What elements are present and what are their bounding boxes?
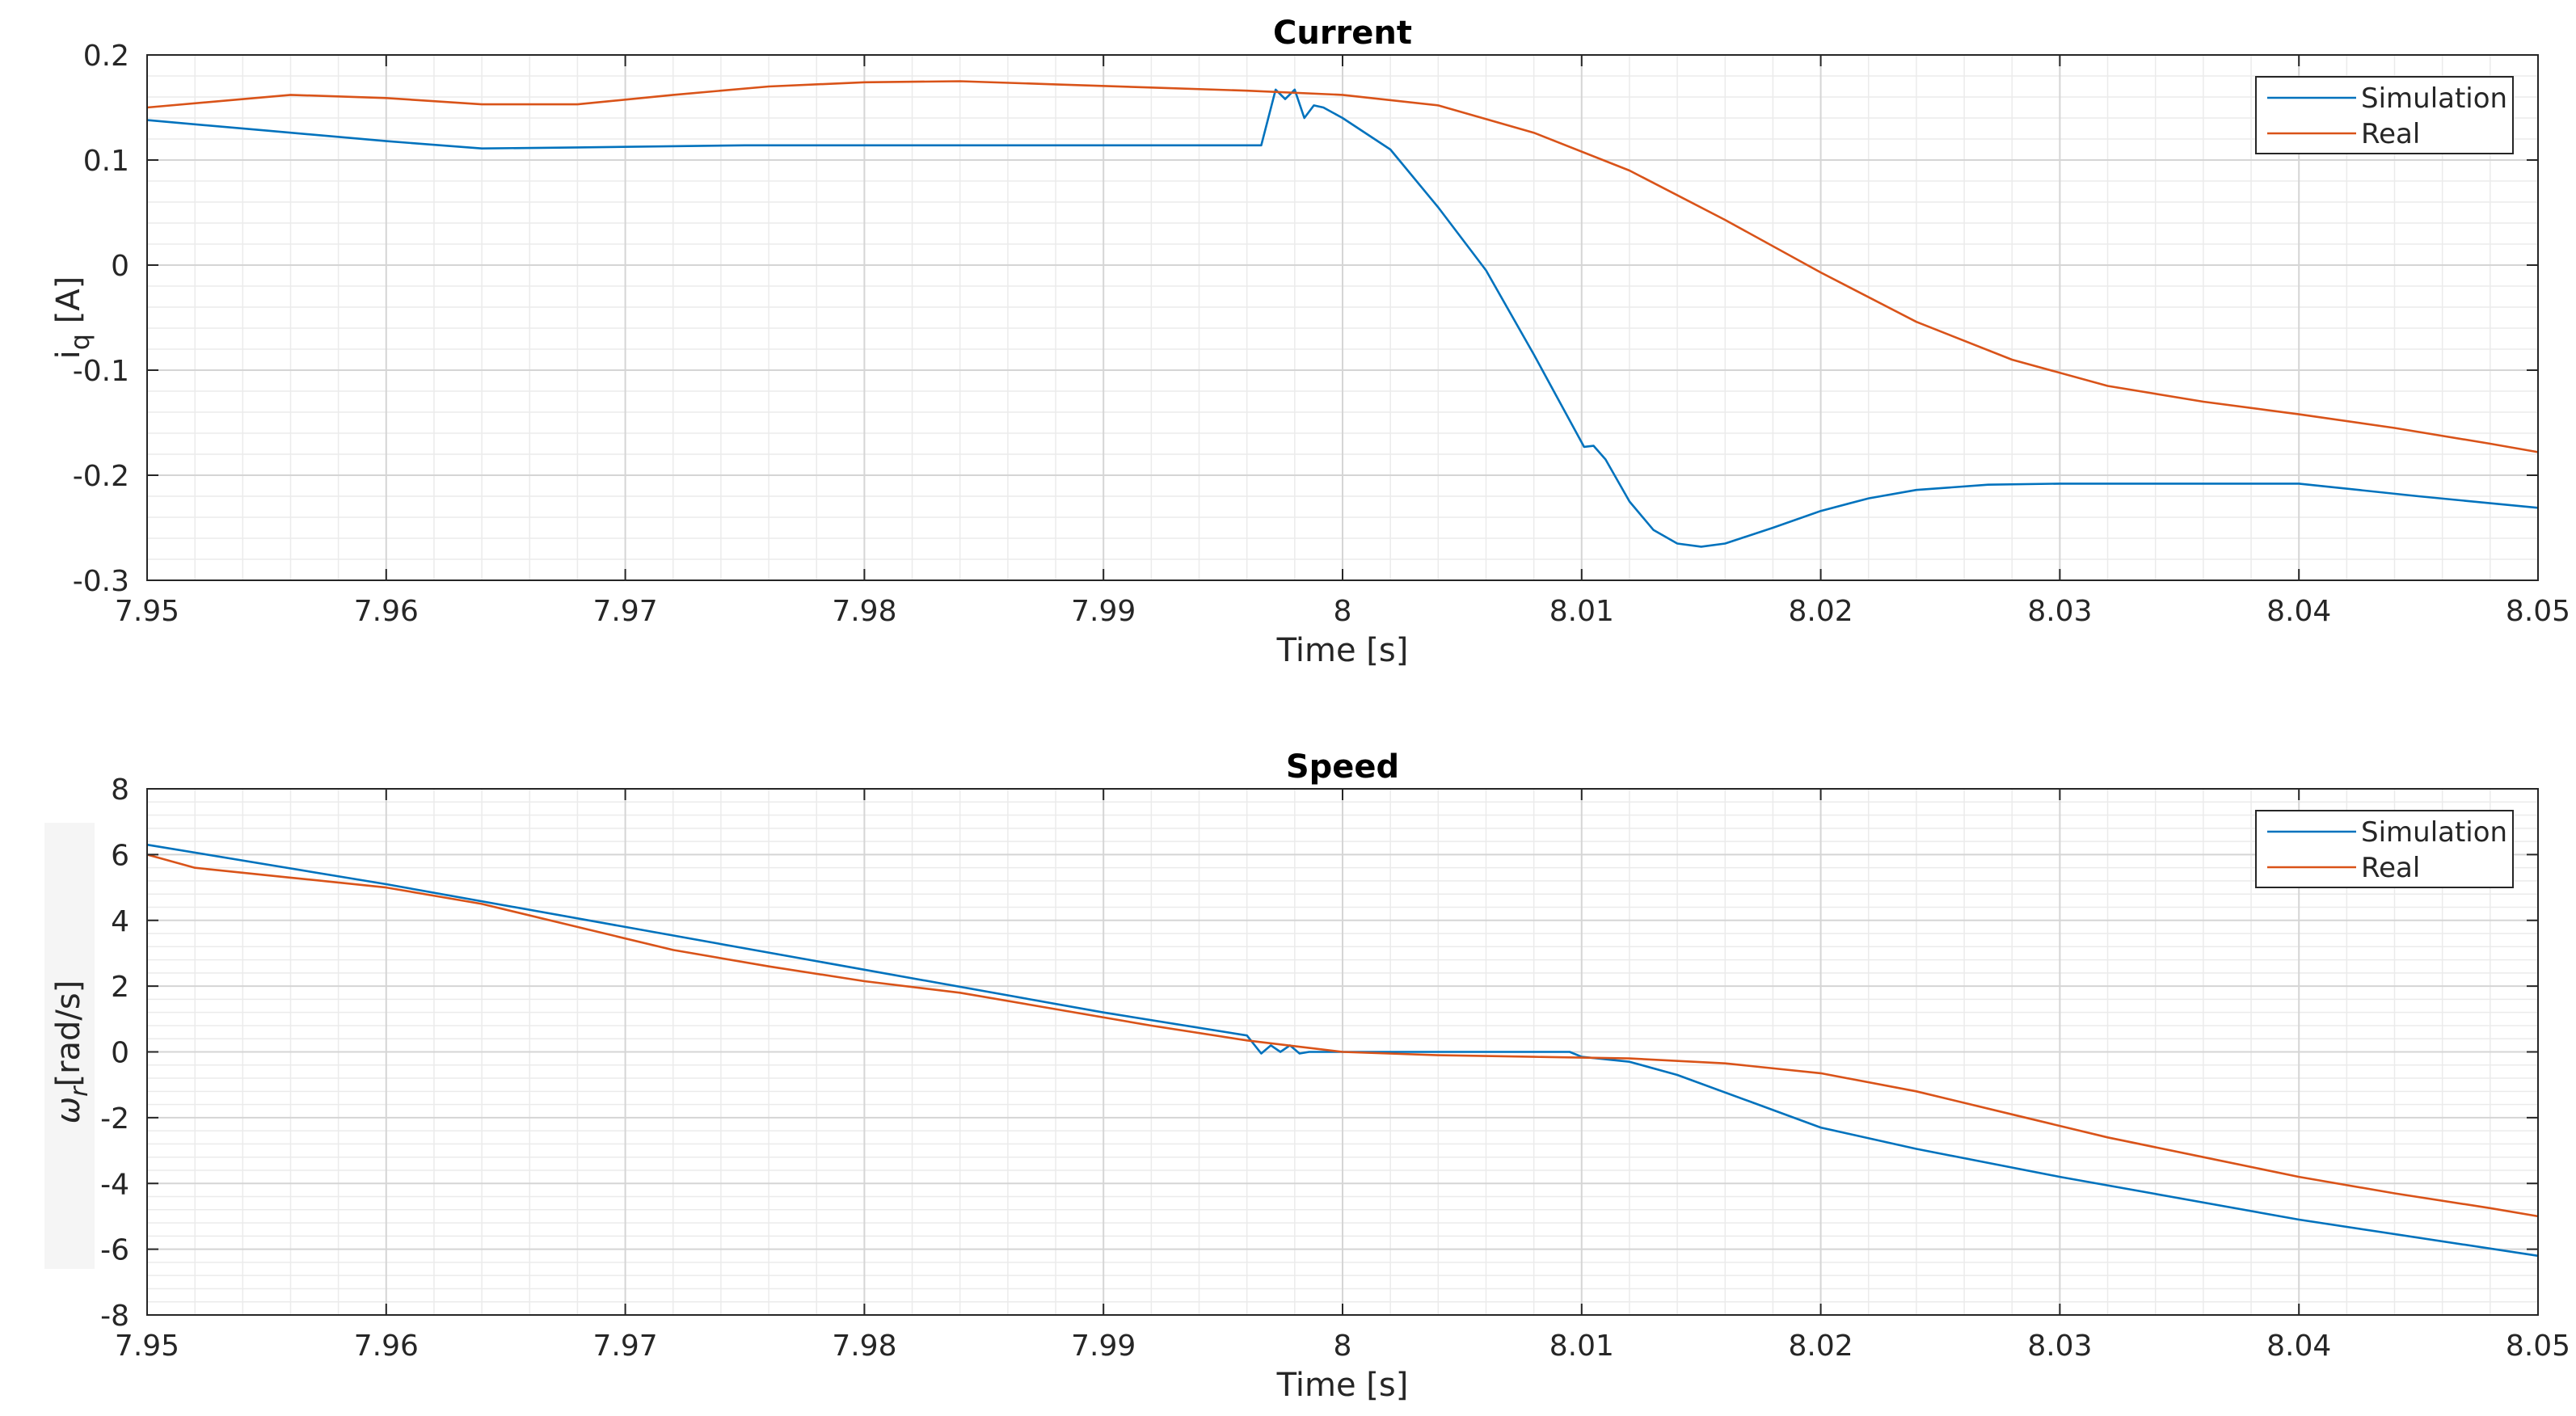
current-x-tick-label: 7.95 — [115, 595, 179, 628]
current-legend-box — [2255, 76, 2514, 154]
current-y-tick-label: 0.2 — [83, 40, 129, 73]
current-series-simulation — [146, 88, 2539, 548]
current-grid — [146, 54, 2539, 581]
current-series-real — [146, 80, 2539, 453]
speed-legend: Simulation Real — [2255, 810, 2514, 888]
speed-legend-box — [2255, 810, 2514, 888]
speed-x-tick-label: 8 — [1334, 1330, 1352, 1363]
speed-x-tick-label: 8.01 — [1549, 1330, 1614, 1363]
speed-chart: 7.95 7.96 7.97 7.98 7.99 8 8.01 8.02 8.03 8.04 8.0… — [44, 748, 2570, 1404]
current-legend-label-real: Real — [2361, 118, 2420, 150]
speed-y-label-unit: [rad/s] — [50, 980, 87, 1087]
current-x-tick-label: 8.01 — [1549, 595, 1614, 628]
speed-y-tick-label: 6 — [111, 839, 129, 872]
speed-x-tick-label: 7.96 — [354, 1330, 419, 1363]
current-series-group — [146, 80, 2539, 548]
current-ticks: 7.95 7.96 7.97 7.98 7.99 8 8.01 8.02 8.03 8.04 8.0… — [73, 40, 2570, 628]
current-y-label-main: i — [50, 350, 87, 359]
current-legend-label-simulation: Simulation — [2361, 82, 2507, 115]
speed-series-real — [146, 853, 2539, 1218]
speed-y-tick-label: -2 — [100, 1102, 129, 1136]
speed-y-tick-label: -4 — [100, 1168, 129, 1201]
speed-x-tick-label: 7.95 — [115, 1330, 179, 1363]
current-y-tick-label: -0.3 — [73, 565, 129, 598]
current-y-tick-label: -0.2 — [73, 460, 129, 493]
current-y-label-unit: [A] — [50, 276, 87, 334]
speed-ylabel-shade — [44, 823, 95, 1269]
current-chart: 7.95 7.96 7.97 7.98 7.99 8 8.01 8.02 8.03 8.04 8.0… — [50, 15, 2570, 669]
current-y-tick-label: 0 — [111, 250, 129, 283]
speed-title: Speed — [1286, 748, 1399, 786]
current-x-tick-label: 7.98 — [832, 595, 896, 628]
current-x-axis-label: Time [s] — [1276, 632, 1409, 669]
speed-x-tick-label: 8.05 — [2506, 1330, 2570, 1363]
current-x-tick-label: 8.02 — [1789, 595, 1853, 628]
current-x-tick-label: 7.97 — [593, 595, 658, 628]
current-x-tick-label: 8.05 — [2506, 595, 2570, 628]
current-y-tick-label: 0.1 — [83, 145, 129, 178]
speed-y-tick-label: 2 — [111, 971, 129, 1004]
current-x-tick-label: 7.99 — [1071, 595, 1136, 628]
speed-y-label-subscript: r — [65, 1085, 94, 1097]
speed-series-simulation — [146, 843, 2539, 1258]
speed-y-tick-label: -6 — [100, 1234, 129, 1267]
speed-ticks: 7.95 7.96 7.97 7.98 7.99 8 8.01 8.02 8.03 8.04 8.0… — [100, 773, 2570, 1363]
speed-series-group — [146, 843, 2539, 1258]
current-x-tick-label: 8.03 — [2027, 595, 2092, 628]
speed-y-tick-label: 4 — [111, 905, 129, 938]
speed-legend-label-simulation: Simulation — [2361, 816, 2507, 849]
speed-x-axis-label: Time [s] — [1276, 1367, 1409, 1404]
speed-x-tick-label: 7.97 — [593, 1330, 658, 1363]
speed-y-tick-label: -8 — [100, 1300, 129, 1333]
speed-y-axis-label: ωr[rad/s] — [50, 980, 94, 1124]
speed-y-tick-label: 0 — [111, 1037, 129, 1070]
speed-y-label-main: ω — [50, 1097, 87, 1124]
current-x-tick-label: 7.96 — [354, 595, 419, 628]
speed-x-tick-label: 7.98 — [832, 1330, 896, 1363]
current-y-tick-label: -0.1 — [73, 355, 129, 388]
current-legend: Simulation Real — [2255, 76, 2514, 154]
current-x-tick-label: 8.04 — [2266, 595, 2331, 628]
speed-x-tick-label: 7.99 — [1071, 1330, 1136, 1363]
speed-x-tick-label: 8.02 — [1789, 1330, 1853, 1363]
current-y-label-subscript: q — [65, 334, 95, 350]
speed-x-tick-label: 8.03 — [2027, 1330, 2092, 1363]
speed-x-tick-label: 8.04 — [2266, 1330, 2331, 1363]
speed-legend-label-real: Real — [2361, 852, 2420, 884]
current-title: Current — [1273, 15, 1412, 52]
current-x-tick-label: 8 — [1334, 595, 1352, 628]
current-y-axis-label: iq [A] — [50, 276, 95, 360]
speed-y-tick-label: 8 — [111, 773, 129, 807]
